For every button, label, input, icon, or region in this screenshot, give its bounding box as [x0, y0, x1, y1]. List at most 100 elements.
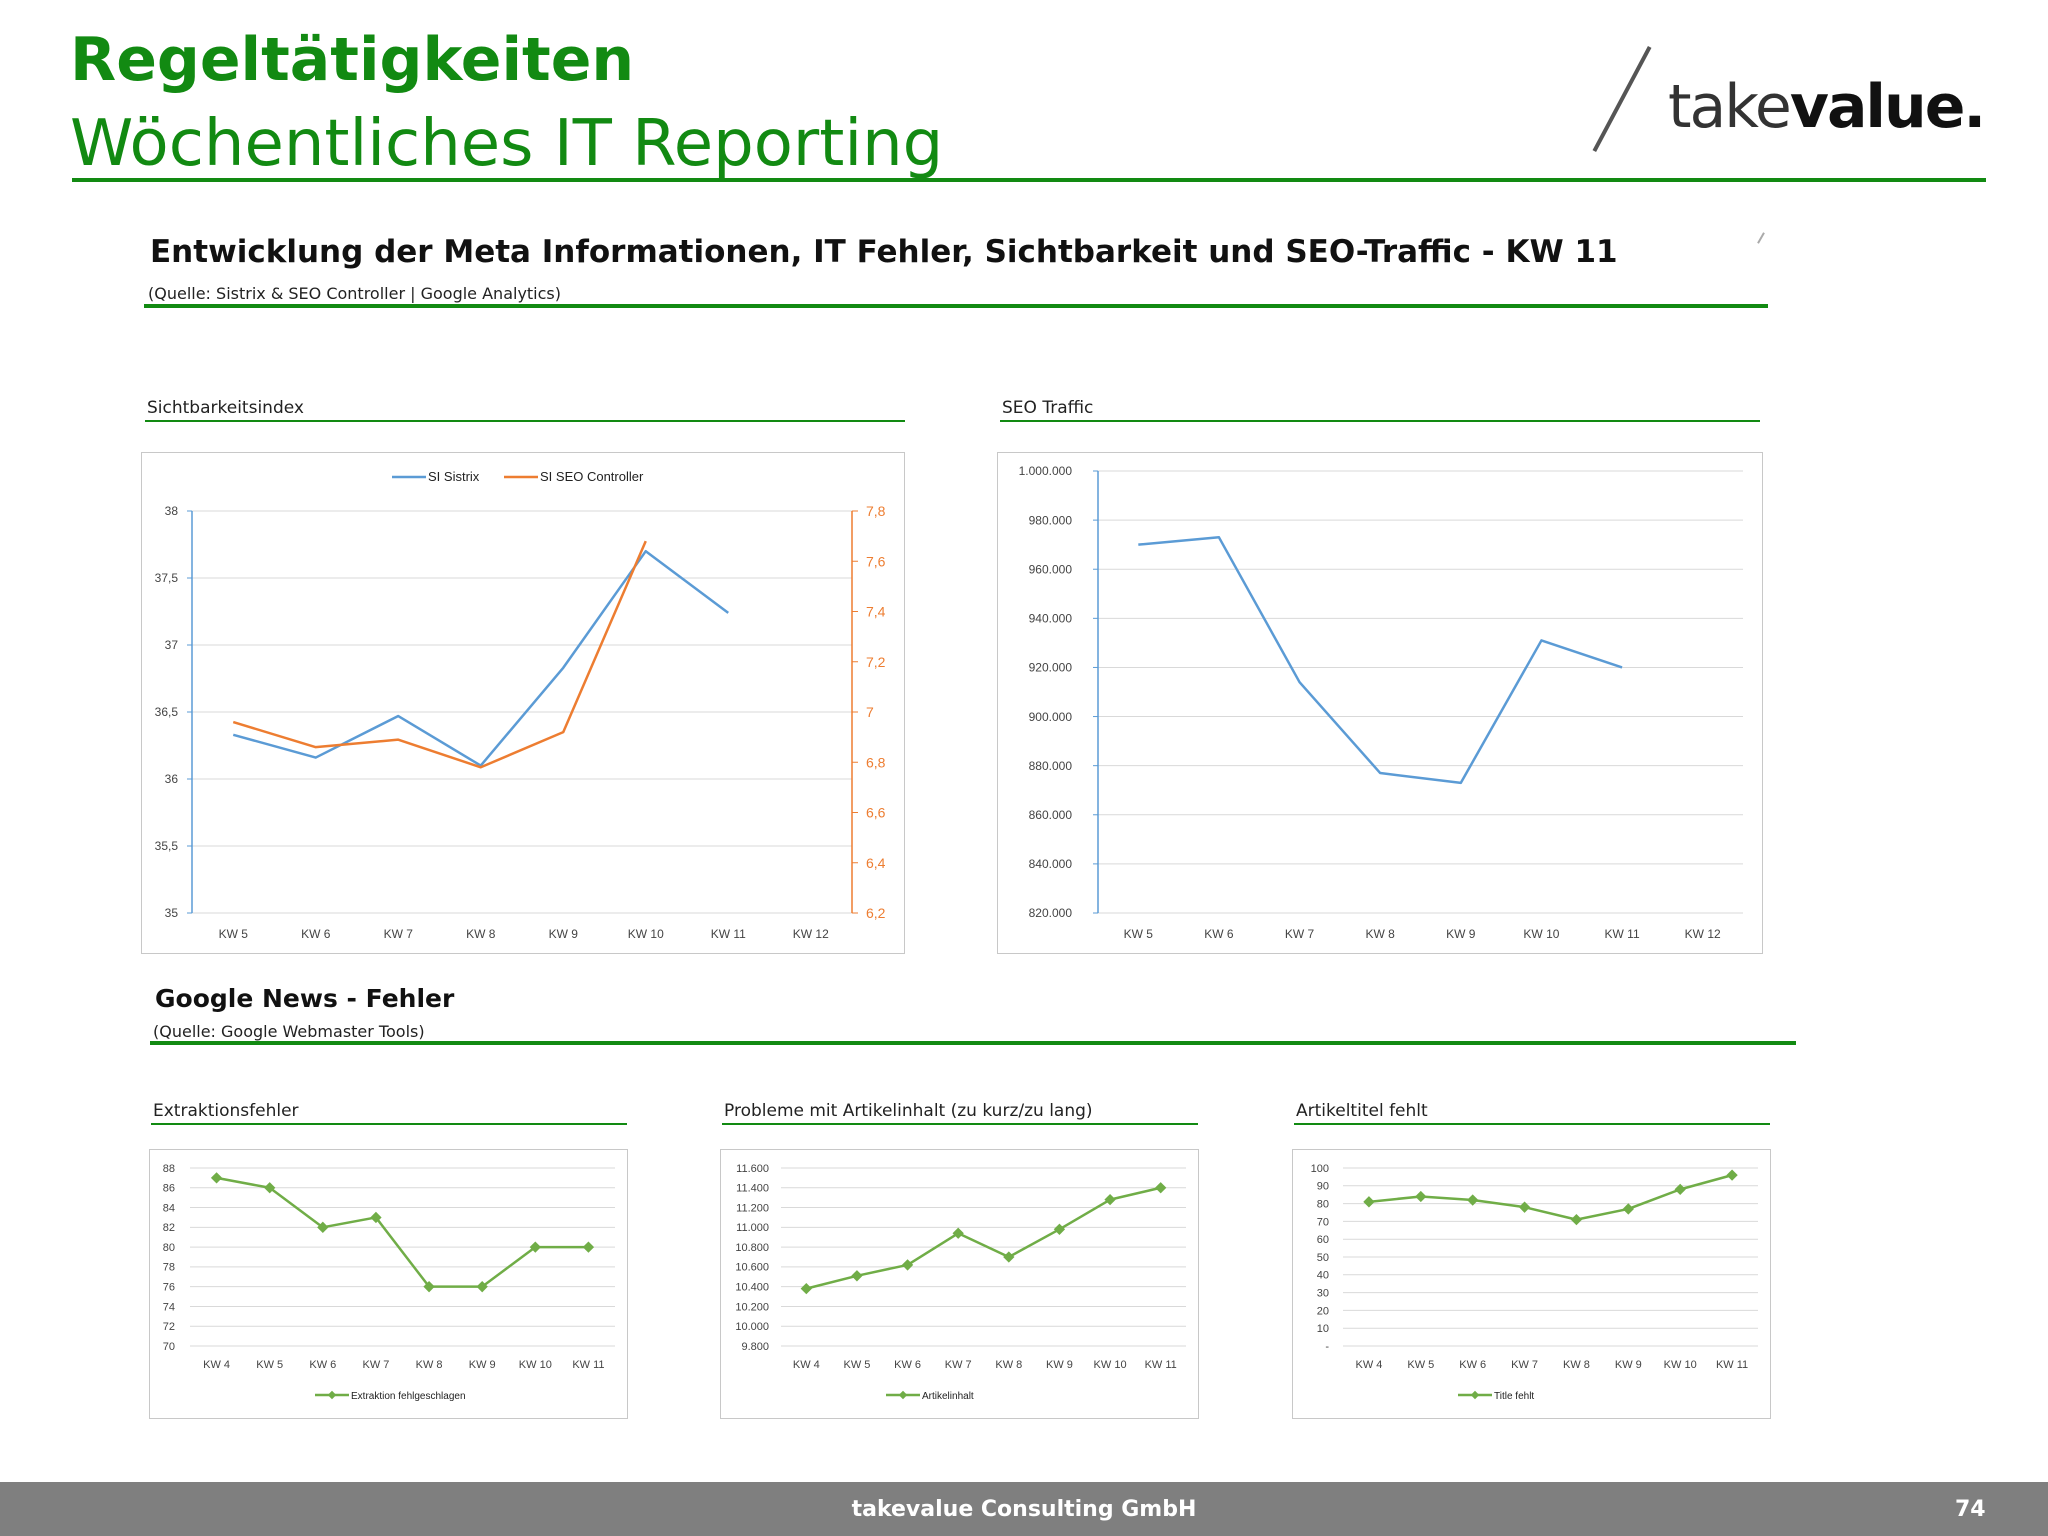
y-tick-label: 82: [163, 1222, 175, 1234]
x-tick-label: KW 8: [416, 1359, 443, 1371]
data-marker: [210, 1172, 223, 1184]
legend-label: Title fehlt: [1494, 1391, 1534, 1402]
y-tick-label: 11.000: [736, 1222, 769, 1234]
x-tick-label: KW 6: [1204, 927, 1234, 941]
chart-seotraffic: 820.000 840.000 860.000 880.000 900.000 920.0…: [997, 452, 1763, 954]
title-divider: [72, 178, 1986, 182]
y-tick-label: 100: [1311, 1163, 1329, 1175]
y-tick-label: 10.200: [735, 1301, 769, 1313]
data-marker: [1467, 1194, 1479, 1206]
chart-svg-seotraffic: 820.000 840.000 860.000 880.000 900.000 920.0…: [1019, 464, 1743, 941]
x-tick-label: KW 7: [362, 1359, 389, 1371]
y-tick-label: 50: [1317, 1252, 1329, 1264]
x-tick-label: KW 8: [1563, 1359, 1590, 1371]
x-tick-label: KW 12: [793, 927, 829, 941]
section-divider-meta: [144, 304, 1768, 308]
data-marker: [1003, 1251, 1015, 1263]
y-tick-label: 880.000: [1029, 759, 1073, 773]
x-tick-label: KW 8: [1366, 927, 1396, 941]
x-tick-label: KW 9: [1446, 927, 1476, 941]
y-tick-label: 840.000: [1029, 857, 1073, 871]
y-tick-label: 35,5: [155, 839, 179, 853]
chart-svg-sichtbarkeit: 35 35,5 36 36,5 37 37,5 38 KW 5 KW 6 KW 7 KW 8 KW 9…: [155, 469, 886, 941]
y-tick-label: 35: [165, 906, 179, 920]
footer-company: takevalue Consulting GmbH: [851, 1497, 1197, 1522]
legend-marker: [898, 1390, 908, 1400]
y-tick-label: 80: [163, 1242, 175, 1254]
y-tick-label: 940.000: [1029, 612, 1073, 626]
y-tick-label: 70: [163, 1341, 175, 1353]
y-tick-label: -: [1325, 1341, 1329, 1353]
y2-tick-label: 6,2: [866, 905, 886, 921]
x-tick-label: KW 10: [1523, 927, 1559, 941]
x-tick-label: KW 5: [843, 1359, 870, 1371]
y-tick-label: 10.400: [735, 1282, 769, 1294]
x-tick-label: KW 5: [256, 1359, 283, 1371]
chart-label-artikeltitel: Artikeltitel fehlt: [1296, 1101, 1428, 1121]
chart-sichtbarkeit: 35 35,5 36 36,5 37 37,5 38 KW 5 KW 6 KW 7 KW 8 KW 9…: [141, 452, 905, 954]
logo-bold-text: value.: [1789, 72, 1986, 142]
x-tick-label: KW 9: [1615, 1359, 1642, 1371]
x-tick-label: KW 8: [466, 927, 496, 941]
series-line-seo-traffic: [1138, 536, 1623, 785]
x-tick-label: KW 10: [519, 1359, 552, 1371]
y-tick-label: 960.000: [1029, 562, 1073, 576]
page-number: 74: [1955, 1497, 1986, 1522]
chart-label-rule: [722, 1123, 1198, 1125]
y-tick-label: 72: [163, 1321, 175, 1333]
chart-label-rule: [1000, 420, 1760, 422]
x-tick-label: KW 7: [945, 1359, 972, 1371]
data-marker: [1674, 1183, 1686, 1196]
y2-tick-label: 7,8: [866, 503, 886, 519]
y-tick-label: 20: [1317, 1305, 1329, 1317]
y2-tick-label: 6,8: [866, 754, 886, 770]
y-tick-label: 84: [163, 1202, 175, 1214]
series-line: [216, 1176, 589, 1288]
x-tick-label: KW 10: [628, 927, 664, 941]
y-tick-label: 11.400: [736, 1183, 769, 1195]
logo-light-text: take: [1668, 72, 1792, 142]
x-tick-label: KW 5: [219, 927, 249, 941]
x-tick-label: KW 10: [1094, 1359, 1127, 1371]
legend-marker: [1470, 1390, 1480, 1400]
legend-label-si-sistrix: SI Sistrix: [428, 469, 480, 484]
y-tick-label: 10.800: [735, 1242, 769, 1254]
data-marker: [1053, 1223, 1066, 1235]
x-tick-label: KW 6: [1459, 1359, 1486, 1371]
footer-bar: [0, 1482, 2048, 1536]
y-tick-label: 37,5: [155, 571, 179, 585]
y2-tick-label: 7,2: [866, 654, 886, 670]
x-tick-label: KW 8: [995, 1359, 1022, 1371]
y-tick-label: 1.000.000: [1019, 464, 1073, 478]
x-tick-label: KW 6: [301, 927, 331, 941]
x-tick-label: KW 4: [203, 1359, 230, 1371]
y2-tick-label: 6,6: [866, 805, 886, 821]
y-tick-label: 76: [163, 1282, 175, 1294]
data-marker: [1726, 1169, 1738, 1181]
x-tick-label: KW 7: [384, 927, 414, 941]
y-tick-label: 78: [163, 1262, 175, 1274]
x-tick-label: KW 6: [309, 1359, 336, 1371]
y2-tick-label: 7,6: [866, 553, 886, 569]
x-tick-label: KW 7: [1511, 1359, 1538, 1371]
legend-label-si-seo-controller: SI SEO Controller: [540, 469, 644, 484]
x-tick-label: KW 9: [469, 1359, 496, 1371]
y-tick-label: 38: [165, 504, 179, 518]
chart-label-rule: [151, 1123, 627, 1125]
chart-label-artikelinhalt: Probleme mit Artikelinhalt (zu kurz/zu l…: [724, 1101, 1093, 1121]
chart-svg-artikeltitel: - 10 20 30 40 50 60 70 80 90 100 KW 4 KW 5 KW 6 KW 7 KW…: [1311, 1163, 1758, 1402]
data-marker: [1104, 1193, 1116, 1206]
y-tick-label: 88: [163, 1163, 175, 1175]
chart-label-rule: [1294, 1123, 1770, 1125]
chart-artikelinhalt: 9.800 10.000 10.200 10.400 10.600 10.800 11.00…: [720, 1149, 1199, 1419]
data-marker: [1363, 1196, 1375, 1208]
chart-svg-artikelinhalt: 9.800 10.000 10.200 10.400 10.600 10.800 11.00…: [735, 1163, 1186, 1402]
y-tick-label: 860.000: [1029, 808, 1073, 822]
y-tick-label: 10.600: [735, 1262, 769, 1274]
data-marker: [1415, 1190, 1427, 1203]
legend-label: Extraktion fehlgeschlagen: [351, 1391, 466, 1402]
y-tick-label: 30: [1317, 1287, 1329, 1299]
y-tick-label: 36,5: [155, 705, 179, 719]
y-tick-label: 10.000: [735, 1321, 769, 1333]
x-tick-label: KW 6: [894, 1359, 921, 1371]
